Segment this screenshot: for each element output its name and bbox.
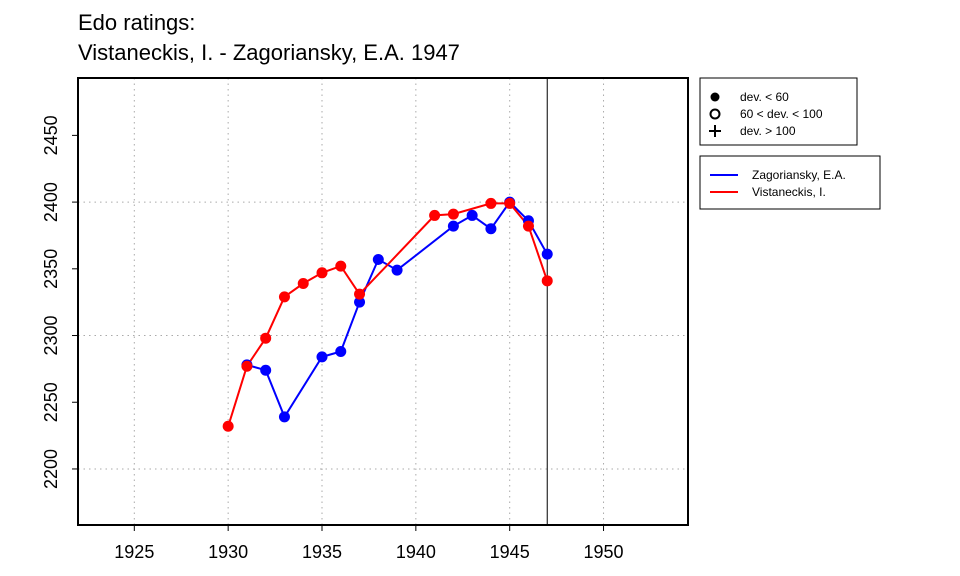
series-line: [246, 200, 549, 420]
x-tick-label: 1950: [584, 542, 624, 562]
y-axis: 2200 2250 2300 2350 2400 2450: [41, 115, 78, 489]
x-tick-label: 1945: [490, 542, 530, 562]
symbol-legend-label: dev. < 60: [740, 90, 789, 104]
plot-frame: [77, 77, 689, 526]
x-tick-label: 1940: [396, 542, 436, 562]
y-tick-label: 2200: [41, 449, 61, 489]
plus-icon: [709, 125, 721, 137]
y-tick-label: 2400: [41, 182, 61, 222]
data-point: [354, 296, 366, 308]
data-point: [354, 288, 366, 300]
chart-subtitle: Vistaneckis, I. - Zagoriansky, E.A. 1947: [78, 40, 460, 65]
data-point: [260, 364, 272, 376]
y-tick-label: 2450: [41, 115, 61, 155]
data-point: [522, 220, 534, 232]
data-point: [447, 220, 459, 232]
series-line: [227, 202, 549, 427]
data-point: [485, 223, 497, 235]
data-point: [316, 351, 328, 363]
open-circle-icon: [709, 108, 721, 120]
data-point: [372, 253, 384, 265]
data-point: [316, 267, 328, 279]
symbol-legend-box: [699, 77, 858, 146]
series-layer: [222, 196, 553, 432]
data-point: [447, 208, 459, 220]
x-tick-label: 1925: [114, 542, 154, 562]
series-legend: Zagoriansky, E.A. Vistaneckis, I.: [699, 155, 881, 210]
data-point: [297, 277, 309, 289]
chart-title: Edo ratings:: [78, 10, 195, 35]
data-point: [541, 248, 553, 260]
data-point: [278, 291, 290, 303]
y-tick-label: 2250: [41, 382, 61, 422]
data-point: [335, 346, 347, 358]
y-tick-label: 2300: [41, 316, 61, 356]
data-point: [278, 411, 290, 423]
data-point: [391, 264, 403, 276]
data-point: [241, 360, 253, 372]
data-point: [335, 260, 347, 272]
symbol-legend-label: 60 < dev. < 100: [740, 107, 823, 121]
y-tick-label: 2350: [41, 249, 61, 289]
symbol-legend: dev. < 60 60 < dev. < 100 dev. > 100: [699, 77, 858, 146]
data-point: [466, 209, 478, 221]
x-axis: 1925 1930 1935 1940 1945 1950: [114, 525, 624, 562]
data-point: [260, 332, 272, 344]
series-legend-label-vistaneckis: Vistaneckis, I.: [752, 185, 826, 199]
x-tick-label: 1930: [208, 542, 248, 562]
filled-circle-icon: [710, 92, 720, 102]
data-point: [504, 197, 516, 209]
data-point: [222, 420, 234, 432]
series-legend-label-zagoriansky: Zagoriansky, E.A.: [752, 168, 846, 182]
grid-lines: [78, 78, 688, 525]
x-tick-label: 1935: [302, 542, 342, 562]
data-point: [485, 197, 497, 209]
symbol-legend-label: dev. > 100: [740, 124, 796, 138]
series-legend-box: [699, 155, 881, 210]
data-point: [541, 275, 553, 287]
data-point: [429, 209, 441, 221]
